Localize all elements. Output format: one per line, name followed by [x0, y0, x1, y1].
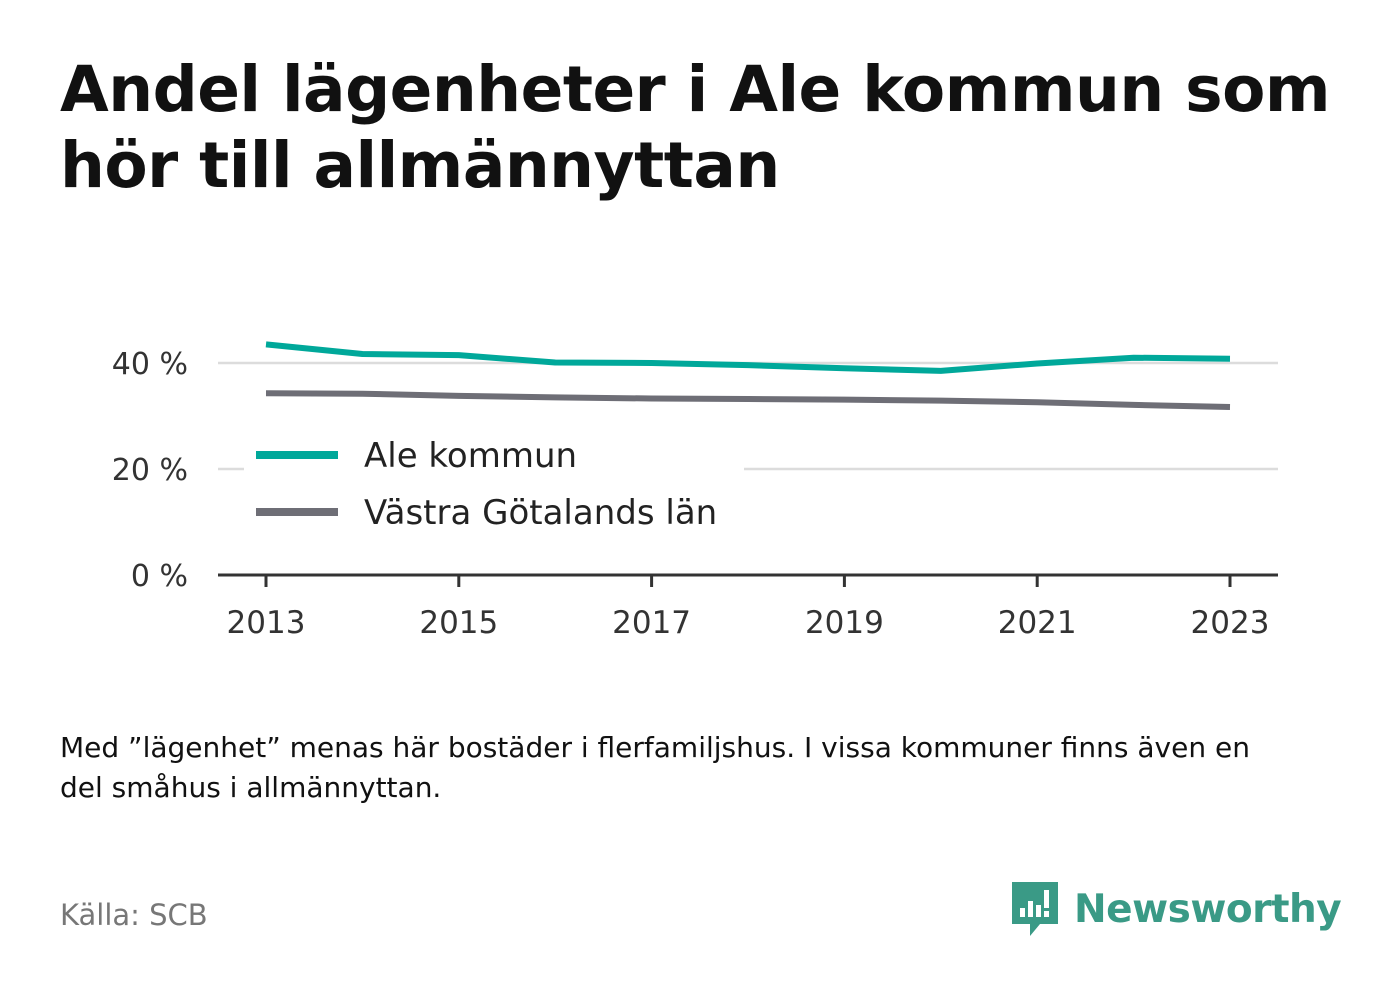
series-lines [265, 341, 1231, 410]
y-tick-label-20: 20 % [112, 453, 188, 488]
x-tick-label-2021: 2021 [998, 605, 1077, 641]
y-tick-label-0: 0 % [131, 559, 188, 594]
x-tick-label-2013: 2013 [227, 605, 306, 641]
chart-note: Med ”lägenhet” menas här bostäder i fler… [60, 731, 1250, 804]
legend: Ale kommun Västra Götalands län [244, 432, 744, 536]
legend-label-0: Ale kommun [364, 436, 577, 476]
brand-logo: Newsworthy [1010, 880, 1342, 938]
chart-title: Andel lägenheter i Ale kommun som hör ti… [60, 53, 1331, 202]
series-line-1 [265, 390, 1231, 410]
legend-label-1: Västra Götalands län [364, 493, 717, 533]
x-tick-label-2017: 2017 [612, 605, 691, 641]
source-label: Källa: SCB [60, 898, 208, 932]
x-axis: 2013 2015 2017 2019 2021 2023 [218, 573, 1278, 641]
x-tick-label-2019: 2019 [805, 605, 884, 641]
x-tick-label-2023: 2023 [1191, 605, 1270, 641]
legend-background [244, 432, 744, 536]
brand-name: Newsworthy [1074, 886, 1342, 932]
series-line-0 [265, 341, 1231, 374]
line-chart: 0 % 20 % 40 % Ale kommun Västra Götalands l… [112, 341, 1278, 641]
y-tick-label-40: 40 % [112, 347, 188, 382]
x-tick-label-2015: 2015 [419, 605, 498, 641]
newsworthy-logo-icon [1012, 882, 1058, 936]
